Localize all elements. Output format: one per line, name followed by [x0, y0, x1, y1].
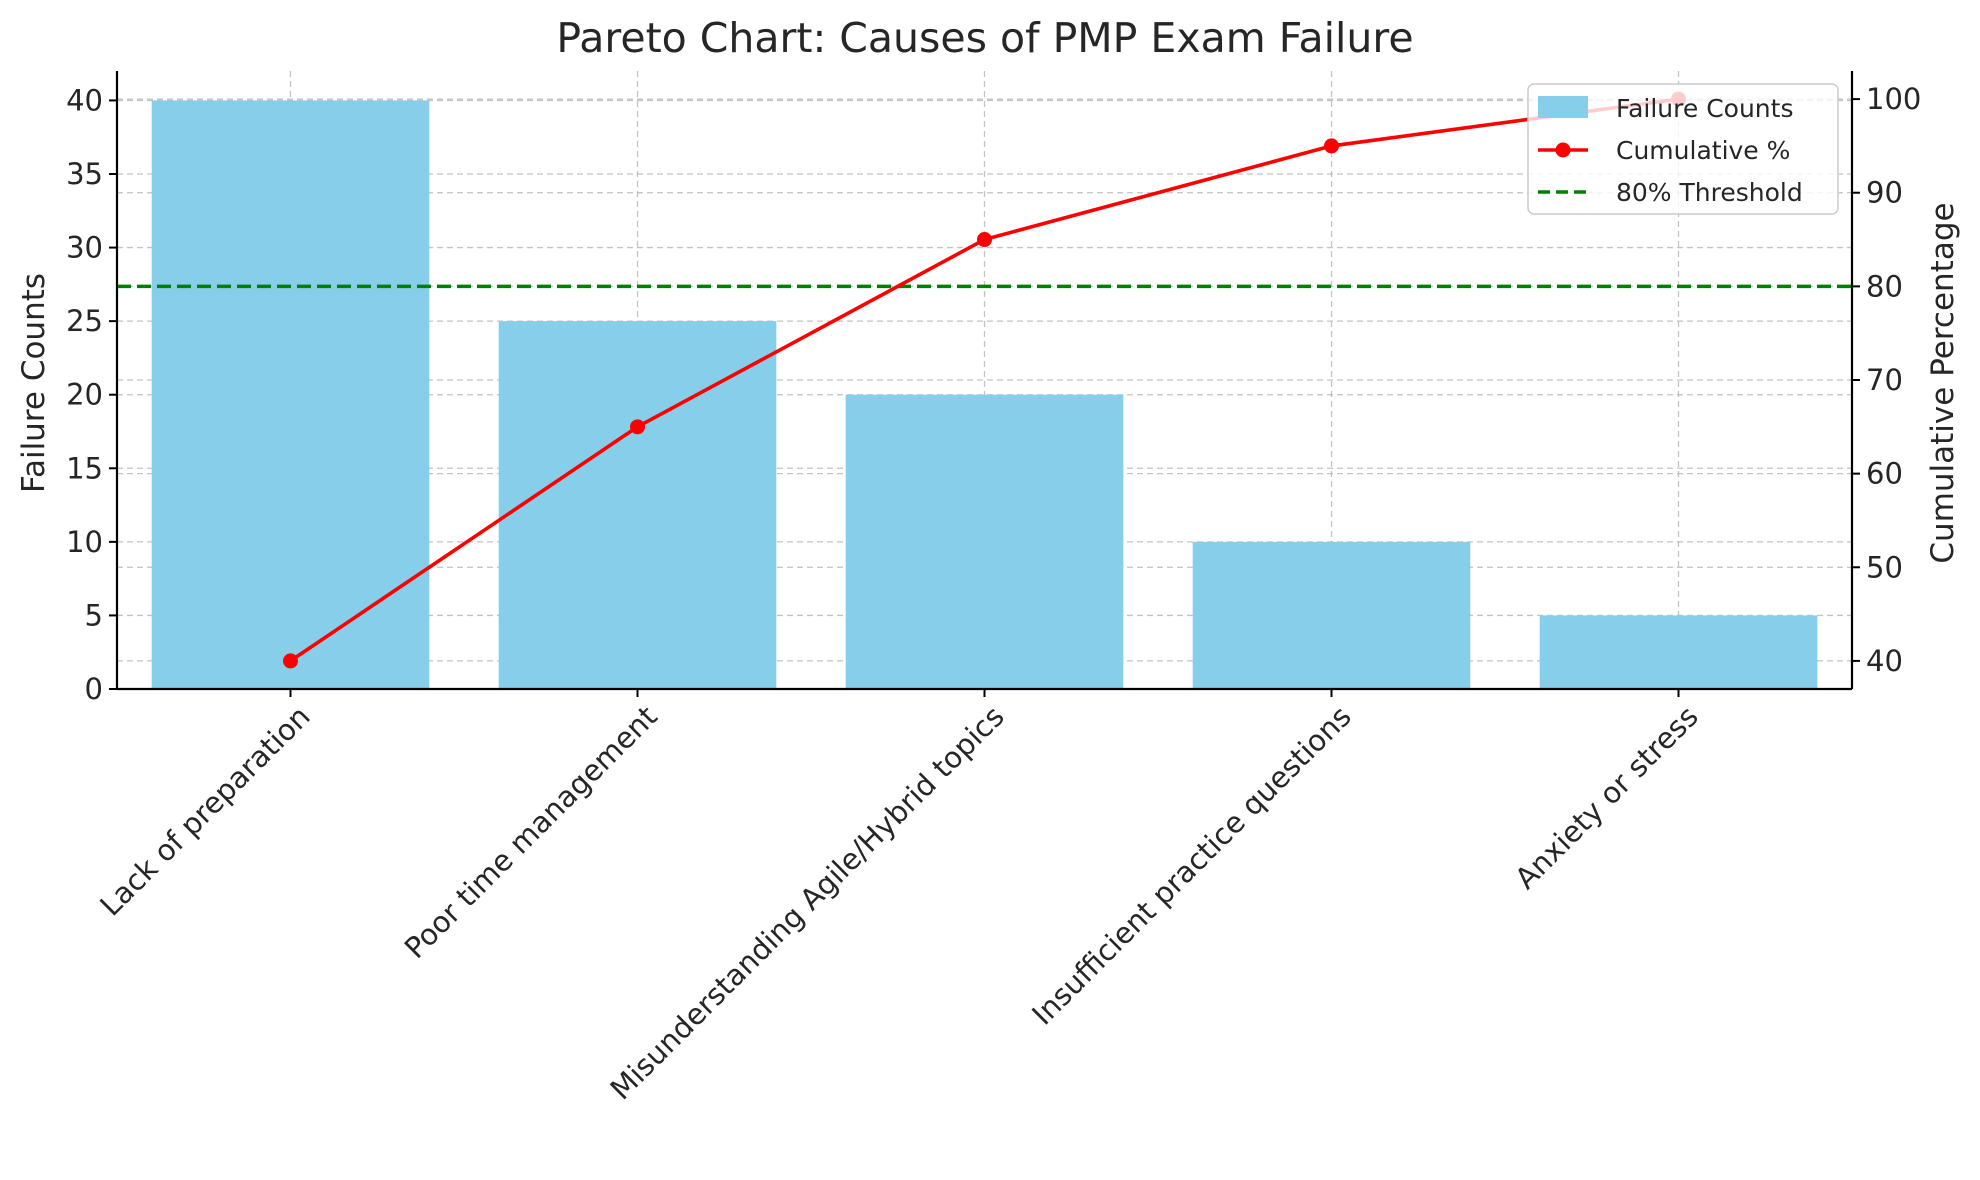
y-tick-label: 20 — [66, 378, 103, 412]
chart-title: Pareto Chart: Causes of PMP Exam Failure — [556, 14, 1413, 62]
y2-tick-label: 80 — [1866, 269, 1903, 303]
x-tick-label: Anxiety or stress — [1508, 699, 1704, 895]
y-tick-label: 0 — [85, 672, 103, 706]
y-tick-label: 30 — [66, 231, 103, 265]
bar-series — [151, 100, 1818, 689]
x-tick-label: Poor time management — [398, 699, 664, 965]
y-tick-label: 10 — [66, 525, 103, 559]
y-tick-label: 15 — [66, 451, 103, 485]
y2-tick-label: 90 — [1866, 176, 1903, 210]
cumulative-point — [283, 653, 298, 669]
legend: Failure Counts Cumulative % 80% Threshold — [1527, 83, 1839, 215]
x-tick-label: Lack of preparation — [93, 699, 316, 922]
bar — [1539, 615, 1818, 689]
x-tick-label: Misunderstanding Agile/Hybrid topics — [604, 699, 1011, 1106]
y-tick-label: 40 — [66, 83, 103, 117]
y2-tick-label: 40 — [1866, 644, 1903, 678]
legend-frame — [1527, 83, 1839, 215]
bar — [845, 394, 1124, 689]
y-tick-label: 35 — [66, 157, 103, 191]
y2-tick-label: 50 — [1866, 550, 1903, 584]
legend-swatch-bar — [1538, 96, 1588, 118]
y-axis-label: Failure Counts — [16, 273, 52, 493]
y2-tick-label: 100 — [1866, 82, 1921, 116]
cumulative-point — [977, 232, 992, 248]
legend-label-threshold: 80% Threshold — [1616, 178, 1803, 207]
cumulative-point — [630, 419, 645, 435]
x-tick-label: Insufficient practice questions — [1025, 699, 1357, 1031]
y2-tick-label: 70 — [1866, 363, 1903, 397]
legend-swatch-point — [1555, 142, 1571, 158]
bar — [498, 321, 777, 689]
bar — [1192, 541, 1471, 689]
legend-label-line: Cumulative % — [1616, 136, 1790, 165]
bar — [151, 100, 430, 689]
y-tick-label: 25 — [66, 304, 103, 338]
y2-axis-label: Cumulative Percentage — [1925, 202, 1961, 563]
cumulative-point — [1324, 138, 1339, 154]
y-tick-label: 5 — [85, 598, 103, 632]
y2-tick-label: 60 — [1866, 457, 1903, 491]
legend-label-bar: Failure Counts — [1616, 94, 1793, 123]
